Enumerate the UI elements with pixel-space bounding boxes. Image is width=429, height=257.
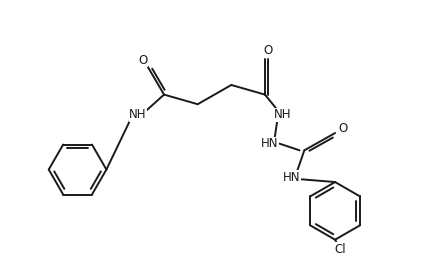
Text: NH: NH: [130, 108, 147, 121]
Text: O: O: [338, 122, 347, 135]
Text: HN: HN: [261, 137, 278, 150]
Text: NH: NH: [274, 108, 291, 121]
Text: HN: HN: [283, 171, 301, 184]
Text: O: O: [263, 44, 272, 57]
Text: Cl: Cl: [334, 243, 346, 256]
Text: O: O: [138, 53, 148, 67]
